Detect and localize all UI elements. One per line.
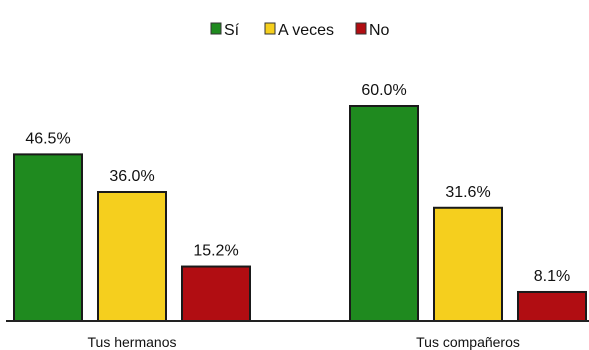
- legend-label-si: Sí: [224, 22, 240, 39]
- legend-label-a-veces: A veces: [278, 22, 334, 39]
- value-label-no-tus-companeros: 8.1%: [534, 268, 570, 285]
- legend: Sí A veces No: [210, 22, 390, 39]
- bar-a-veces-tus-hermanos: [97, 191, 167, 322]
- legend-label-no: No: [369, 22, 390, 39]
- bar-si-tus-hermanos: [13, 153, 83, 322]
- category-label-tus-hermanos: Tus hermanos: [88, 334, 177, 350]
- legend-swatch-si: [210, 22, 222, 35]
- bars: 46.5% 36.0% 15.2% 60.0% 31.6% 8.1%: [13, 82, 587, 323]
- value-label-si-tus-companeros: 60.0%: [361, 82, 406, 99]
- legend-swatch-a-veces: [264, 22, 276, 35]
- value-label-si-tus-hermanos: 46.5%: [25, 130, 70, 147]
- category-labels: Tus hermanos Tus compañeros: [88, 334, 520, 350]
- bar-si-tus-companeros: [349, 105, 419, 322]
- category-label-tus-companeros: Tus compañeros: [416, 334, 520, 350]
- value-label-a-veces-tus-companeros: 31.6%: [445, 184, 490, 201]
- bar-a-veces-tus-companeros: [433, 206, 503, 322]
- legend-swatch-no: [355, 22, 367, 35]
- bar-no-tus-hermanos: [181, 265, 251, 322]
- bar-no-tus-companeros: [517, 290, 587, 323]
- value-label-no-tus-hermanos: 15.2%: [193, 243, 238, 260]
- value-label-a-veces-tus-hermanos: 36.0%: [109, 168, 154, 185]
